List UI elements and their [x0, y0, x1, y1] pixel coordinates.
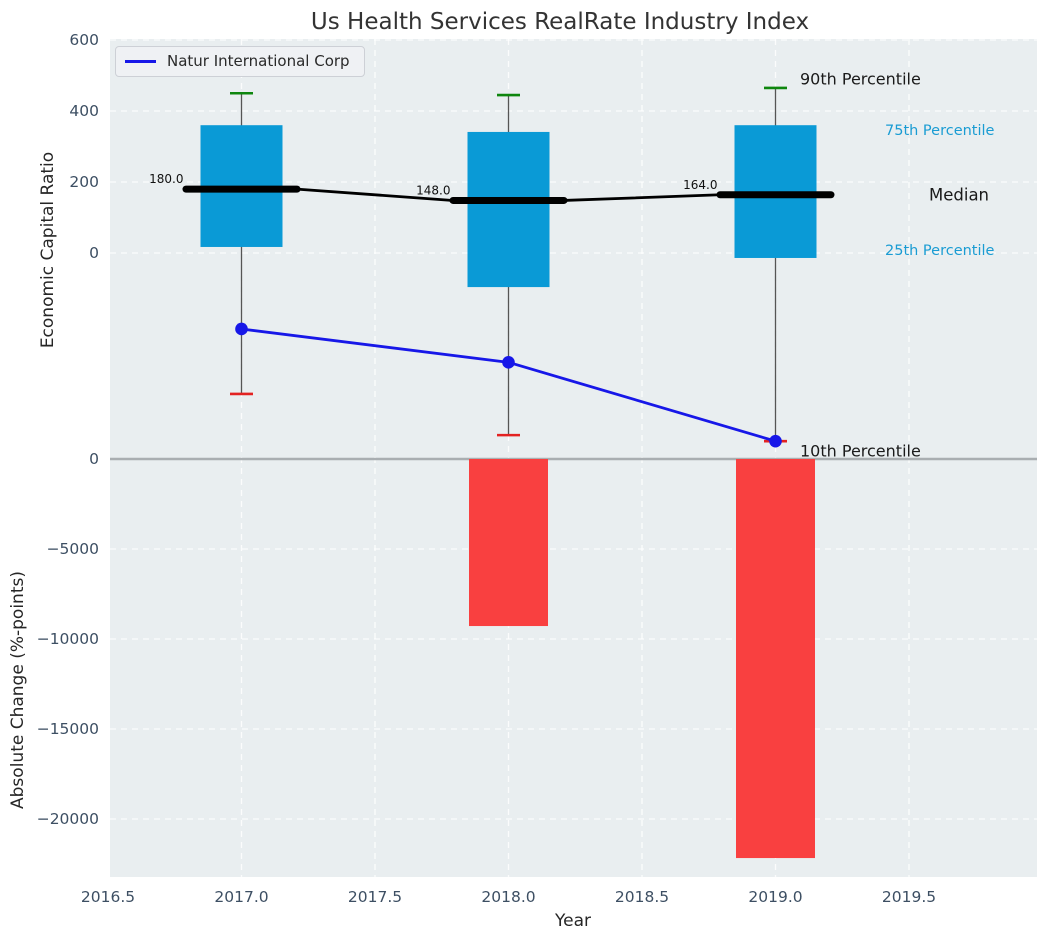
legend-line-swatch	[125, 59, 156, 63]
change-tick-label: −15000	[37, 720, 99, 738]
annotation-median: Median	[929, 186, 989, 205]
x-axis-label: Year	[555, 911, 591, 931]
change-tick-label: −10000	[37, 630, 99, 648]
x-tick-label: 2018.0	[481, 888, 535, 906]
median-value-label: 164.0	[683, 178, 717, 192]
x-tick-label: 2016.5	[81, 888, 135, 906]
legend: Natur International Corp	[115, 46, 365, 77]
annotation-p90: 90th Percentile	[800, 70, 921, 89]
median-value-label: 148.0	[416, 183, 450, 197]
median-value-label: 180.0	[149, 172, 183, 186]
change-tick-label: −5000	[47, 540, 99, 558]
chart-title: Us Health Services RealRate Industry Ind…	[310, 9, 810, 35]
legend-label: Natur International Corp	[167, 52, 350, 70]
x-tick-label: 2017.0	[214, 888, 268, 906]
annotation-p75: 75th Percentile	[885, 123, 995, 139]
y-axis-label-top: Economic Capital Ratio	[38, 151, 58, 349]
x-tick-label: 2019.0	[748, 888, 802, 906]
annotation-p10: 10th Percentile	[800, 442, 921, 461]
annotation-p25: 25th Percentile	[885, 243, 995, 259]
x-tick-label: 2019.5	[882, 888, 936, 906]
ratio-tick-label: 0	[89, 244, 99, 262]
change-bar-2018	[469, 459, 548, 627]
x-tick-label: 2018.5	[615, 888, 669, 906]
x-tick-label: 2017.5	[348, 888, 402, 906]
change-tick-label: 0	[89, 450, 99, 468]
company-point-2017	[235, 322, 248, 336]
ratio-tick-label: 400	[69, 102, 99, 120]
ratio-tick-label: 600	[69, 31, 99, 49]
iqr-box-2018	[467, 131, 550, 288]
y-axis-label-bottom: Absolute Change (%-points)	[8, 571, 28, 809]
ratio-tick-label: 200	[69, 173, 99, 191]
company-point-2018	[502, 356, 515, 369]
company-point-2019	[769, 434, 782, 448]
change-tick-label: −20000	[37, 810, 99, 828]
change-bar-2019	[736, 459, 815, 859]
